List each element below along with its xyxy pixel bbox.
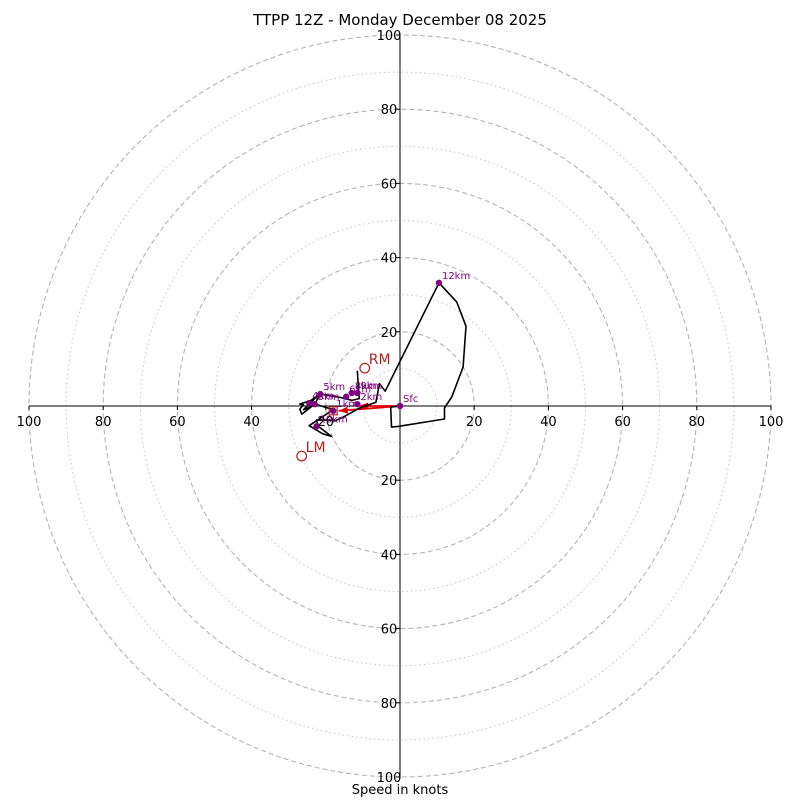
height-marker-12km: [435, 279, 443, 287]
chart-title: TTPP 12Z - Monday December 08 2025: [253, 11, 547, 29]
height-marker-9km: [354, 389, 361, 397]
x-tick-label: 40: [540, 415, 557, 430]
y-tick-label: 80: [381, 697, 398, 712]
wind-profile-line: [298, 281, 467, 438]
height-label-3km: 3km: [318, 392, 340, 403]
y-tick-label: 20: [381, 326, 398, 341]
height-label-10km: 10km: [320, 414, 348, 425]
x-tick-label: 20: [318, 415, 335, 430]
height-marker-8km: [348, 389, 355, 397]
y-tick-label: 60: [381, 623, 398, 638]
x-axis-label: Speed in knots: [351, 783, 449, 798]
y-tick-label: 20: [381, 474, 398, 489]
storm-motion-markers: RM LM: [296, 352, 391, 462]
shear-vector-arrowhead: [338, 406, 349, 414]
y-tick-label: 80: [381, 103, 398, 118]
height-marker-1km: [330, 407, 337, 415]
height-label-Sfc: Sfc: [403, 394, 418, 405]
y-tick-label: 60: [381, 177, 398, 192]
height-label-6km: 6km: [349, 385, 371, 396]
y-tick-label: 100: [377, 29, 402, 44]
storm-motion-rm-label: RM: [369, 352, 391, 368]
height-marker-4km: [305, 399, 313, 407]
height-label-1km: 1km: [336, 399, 358, 410]
x-tick-label: 80: [95, 415, 112, 430]
storm-motion-lm-label: LM: [306, 440, 326, 456]
wind-profile: [298, 281, 467, 438]
x-tick-label: 80: [689, 415, 706, 430]
tick-labels: 100 80 60 40 20 20 40 60 80 100 100 80 60 40 20 20 40 60 8…: [17, 29, 784, 786]
x-tick-label: 100: [17, 415, 42, 430]
x-tick-label: 40: [243, 415, 260, 430]
height-label-9km: 9km: [360, 381, 382, 392]
mean-wind-marker: [328, 406, 338, 416]
height-label-5km: 5km: [323, 382, 345, 393]
y-tick-label: 100: [377, 771, 402, 786]
height-marker-5km: [317, 390, 324, 398]
y-tick-label: 40: [381, 548, 398, 563]
height-label-4km: 4km: [312, 391, 334, 402]
x-tick-label: 60: [169, 415, 186, 430]
y-tick-label: 40: [381, 252, 398, 267]
height-marker-2km: [354, 400, 361, 408]
x-tick-label: 100: [759, 415, 784, 430]
height-marker-3km: [311, 400, 318, 408]
height-label-2km: 2km: [360, 392, 382, 403]
height-marker-6km: [343, 393, 350, 400]
height-marker-Sfc: [396, 402, 404, 410]
x-tick-label: 20: [466, 415, 483, 430]
storm-motion-lm-marker: [296, 450, 308, 462]
height-label-8km: 8km: [355, 381, 377, 392]
height-label-12km: 12km: [442, 271, 470, 282]
storm-motion-rm-marker: [359, 362, 371, 374]
x-tick-label: 60: [614, 415, 631, 430]
height-marker-10km: [313, 423, 320, 430]
